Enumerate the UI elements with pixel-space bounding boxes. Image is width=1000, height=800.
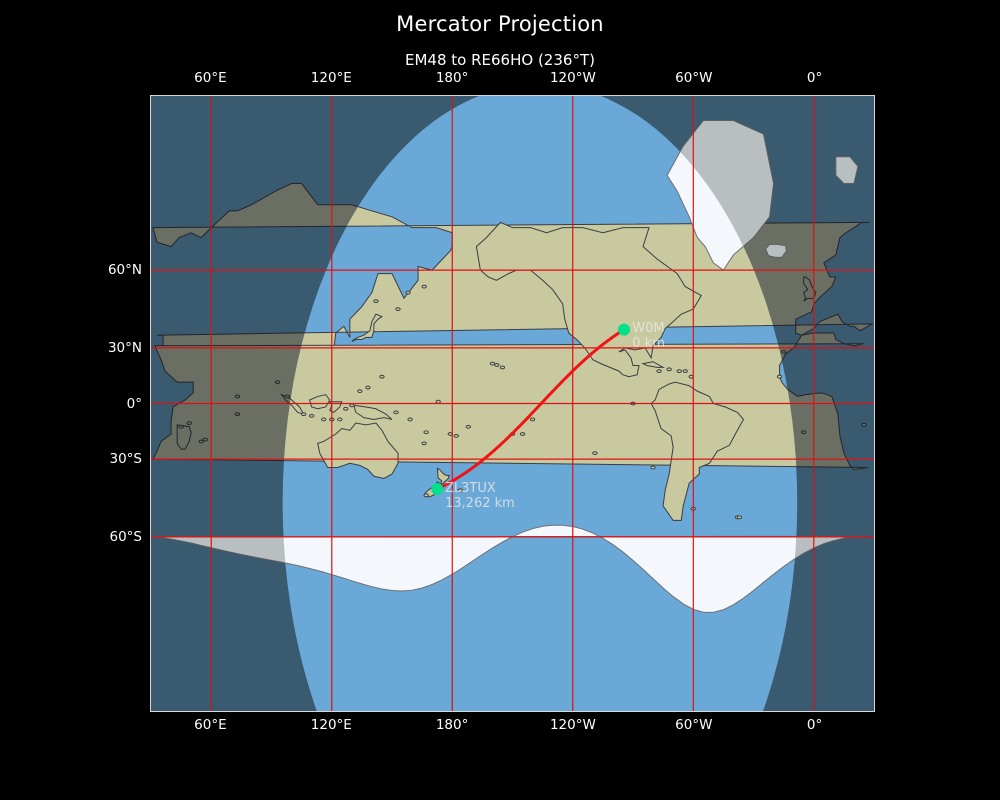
- longitude-tick-label: 180°: [435, 717, 469, 733]
- graticule-grid: [151, 96, 874, 711]
- longitude-tick-label: 0°: [806, 717, 823, 733]
- longitude-tick-label: 120°E: [310, 70, 352, 86]
- station-markers[interactable]: [431, 323, 630, 496]
- longitude-tick-label: 180°: [435, 70, 469, 86]
- map-plot-area[interactable]: [150, 95, 875, 712]
- longitude-tick-label: 120°W: [549, 70, 596, 86]
- latitude-tick-label: 60°S: [109, 529, 143, 546]
- station-marker[interactable]: [618, 323, 630, 336]
- latitude-tick-label: 0°: [126, 395, 142, 412]
- page-subtitle: EM48 to RE66HO (236°T): [405, 51, 595, 69]
- latitude-tick-label: 60°N: [107, 261, 142, 278]
- station-marker[interactable]: [431, 483, 444, 496]
- latitude-tick-label: 30°N: [107, 339, 142, 356]
- longitude-tick-label: 0°: [806, 70, 823, 86]
- longitude-tick-label: 60°E: [194, 717, 227, 733]
- longitude-tick-label: 60°W: [675, 70, 713, 86]
- page-title: Mercator Projection: [396, 12, 604, 36]
- longitude-tick-label: 60°E: [194, 70, 227, 86]
- world-map-svg: [151, 96, 874, 711]
- longitude-tick-label: 120°W: [549, 717, 596, 733]
- longitude-tick-label: 60°W: [675, 717, 713, 733]
- longitude-tick-label: 120°E: [310, 717, 352, 733]
- latitude-tick-label: 30°S: [109, 451, 143, 468]
